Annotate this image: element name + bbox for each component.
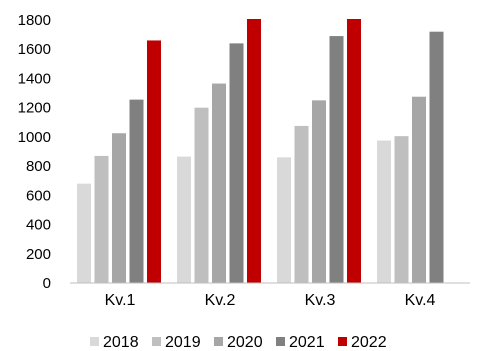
y-tick-label: 1800 [18, 12, 51, 29]
legend-label: 2018 [103, 334, 139, 351]
bar-2018-kv4 [377, 140, 391, 283]
bar-2020-kv4 [412, 96, 426, 283]
legend-label: 2022 [351, 334, 387, 351]
y-tick-label: 200 [26, 246, 51, 263]
bar-2019-kv1 [94, 155, 109, 283]
bar-2019-kv4 [394, 136, 409, 283]
plot-area [77, 19, 444, 284]
bar-2019-kv3 [294, 125, 309, 283]
y-tick-label: 1000 [18, 129, 51, 146]
legend-swatch [214, 337, 223, 346]
bar-2021-kv3 [329, 36, 344, 284]
legend: 2018 2019 2020 2021 2022 [90, 334, 387, 351]
legend-swatch [152, 337, 161, 346]
bar-2020-kv2 [212, 83, 226, 283]
bar-2021-kv2 [229, 43, 244, 283]
y-tick-label: 600 [26, 187, 51, 204]
x-category-label: Kv.3 [305, 292, 336, 309]
bar-2018-kv3 [277, 157, 291, 283]
y-tick-label: 0 [43, 275, 51, 292]
bar-2019-kv2 [194, 107, 209, 284]
bar-2018-kv2 [177, 156, 191, 283]
bar-2022-kv2 [247, 19, 261, 283]
legend-swatch [276, 337, 285, 346]
legend-label: 2021 [289, 334, 325, 351]
bar-2022-kv1 [147, 40, 161, 284]
legend-swatch [338, 337, 347, 346]
y-axis: 0 200 400 600 800 1000 1200 1400 1600 1800 [18, 12, 51, 292]
y-tick-label: 1200 [18, 100, 51, 117]
bar-2021-kv4 [429, 31, 444, 283]
legend-label: 2020 [227, 334, 263, 351]
bar-2018-kv1 [77, 183, 91, 283]
x-category-label: Kv.1 [105, 292, 136, 309]
bar-2020-kv3 [312, 100, 326, 283]
y-tick-label: 1400 [18, 70, 51, 87]
bar-2020-kv1 [112, 133, 126, 283]
y-tick-label: 1600 [18, 41, 51, 58]
y-tick-label: 800 [26, 158, 51, 175]
y-tick-label: 400 [26, 217, 51, 234]
x-category-label: Kv.2 [205, 292, 236, 309]
legend-swatch [90, 337, 99, 346]
bar-2021-kv1 [129, 99, 144, 283]
x-category-label: Kv.4 [405, 292, 436, 309]
x-axis: Kv.1 Kv.2 Kv.3 Kv.4 [105, 292, 436, 309]
legend-label: 2019 [165, 334, 201, 351]
bar-2022-kv3 [347, 19, 361, 283]
